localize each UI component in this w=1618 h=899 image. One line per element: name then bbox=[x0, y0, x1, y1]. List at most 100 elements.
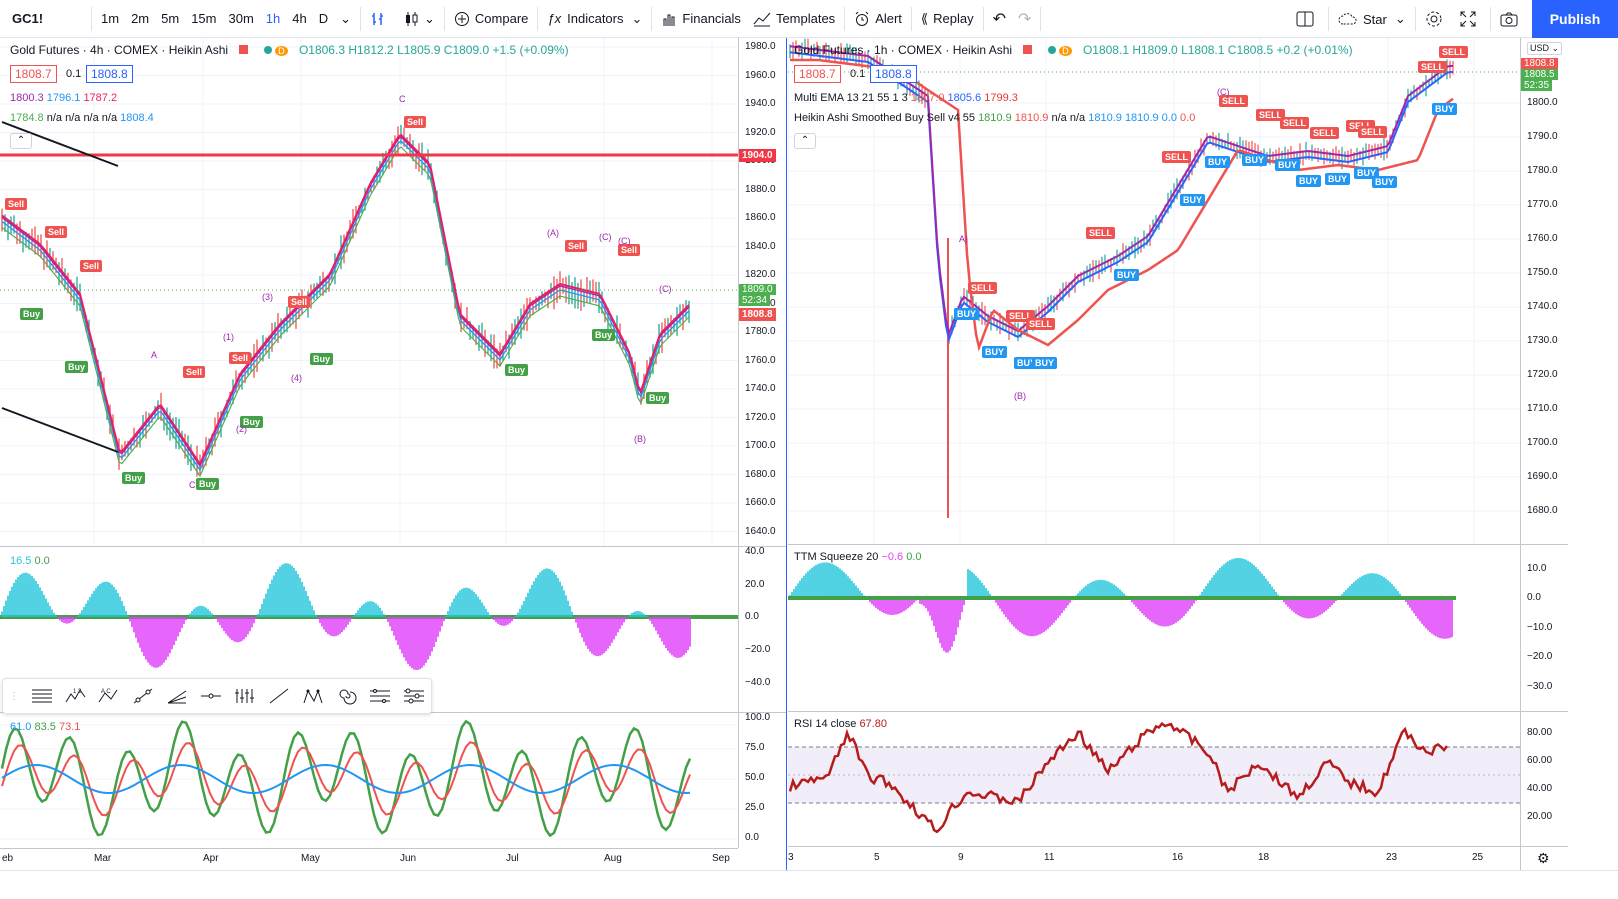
left-chart-main-pane[interactable]: Gold Futures · 4h · COMEX · Heikin Ashi … bbox=[0, 38, 738, 546]
right-rsi-pane[interactable]: RSI 14 close 67.80 bbox=[788, 712, 1520, 846]
currency-button[interactable]: USD ⌄ bbox=[1527, 42, 1563, 55]
time-tick-label: 18 bbox=[1258, 852, 1270, 863]
spiral-icon[interactable] bbox=[335, 687, 357, 705]
right-squeeze-pane[interactable]: TTM Squeeze 20 −0.6 0.0 bbox=[788, 545, 1520, 711]
replay-button[interactable]: ⟪ Replay bbox=[915, 0, 980, 38]
right-axis-corner: ⚙ bbox=[1520, 846, 1568, 870]
ray-fan-icon[interactable] bbox=[166, 687, 188, 705]
undo-button[interactable]: ↶ bbox=[987, 0, 1012, 38]
toolbar-separator bbox=[1328, 7, 1329, 31]
bar-style-button[interactable] bbox=[364, 0, 397, 38]
toolbar-separator bbox=[537, 6, 539, 31]
interval-1h[interactable]: 1h bbox=[265, 11, 281, 26]
drag-handle-icon[interactable]: ⋮ bbox=[8, 690, 19, 702]
right-time-axis[interactable]: 3 5 9 11 16 18 23 25 bbox=[788, 846, 1520, 870]
symbol-search[interactable]: GC1! bbox=[12, 11, 44, 26]
right-ask-box[interactable]: 1808.8 bbox=[870, 65, 917, 83]
fib-retracement-icon[interactable] bbox=[31, 687, 53, 705]
stoch-value1: 61.0 bbox=[10, 721, 32, 733]
alert-label: Alert bbox=[875, 11, 902, 26]
left-ask-box[interactable]: 1808.8 bbox=[86, 65, 133, 83]
buy-signal-tag: Buy bbox=[65, 361, 89, 373]
settings-button[interactable] bbox=[1419, 0, 1454, 38]
abc-pattern-icon[interactable]: A C bbox=[98, 687, 120, 705]
ask-price-label: 1808.8 bbox=[739, 308, 776, 321]
ha-name: Heikin Ashi Smoothed Buy Sell v4 55 bbox=[794, 112, 975, 124]
redo-icon: ↷ bbox=[1018, 10, 1032, 28]
collapse-legend-button[interactable]: ⌃ bbox=[794, 133, 816, 149]
alert-button[interactable]: Alert bbox=[848, 0, 908, 38]
interval-5m[interactable]: 5m bbox=[161, 11, 180, 26]
pane-divider[interactable] bbox=[788, 711, 1568, 712]
trend-line-icon[interactable] bbox=[132, 687, 154, 705]
pane-divider[interactable] bbox=[788, 544, 1568, 545]
right-squeeze-axis[interactable]: 10.0 0.0 −10.0 −20.0 −30.0 bbox=[1520, 545, 1568, 711]
stoch-value3: 73.1 bbox=[58, 721, 81, 733]
axis-tick-label: 25.0 bbox=[745, 802, 765, 813]
right-price-axis[interactable]: USD ⌄ 1800.0 1790.0 1780.0 1770.0 1760.0 1750… bbox=[1520, 38, 1568, 544]
right-bid-box[interactable]: 1808.7 bbox=[794, 65, 841, 83]
axis-tick-label: 1640.0 bbox=[745, 525, 776, 537]
left-time-axis[interactable]: eb Mar Apr May Jun Jul Aug Sep bbox=[0, 848, 738, 870]
interval-1m[interactable]: 1m bbox=[101, 11, 120, 26]
right-chart-main-pane[interactable]: Gold Futures · 1h · COMEX · Heikin Ashi … bbox=[788, 38, 1520, 544]
redo-button[interactable]: ↷ bbox=[1012, 0, 1037, 38]
toolbar-separator bbox=[360, 6, 362, 31]
gear-icon[interactable]: ⚙ bbox=[1537, 850, 1550, 866]
interval-d[interactable]: D bbox=[318, 11, 329, 26]
left-oscillator-pane[interactable]: 16.5 0.0 bbox=[0, 547, 738, 712]
right-spread: 0.1 bbox=[850, 68, 866, 80]
squeeze-value2: 0.0 bbox=[906, 551, 922, 563]
fullscreen-button[interactable] bbox=[1454, 0, 1487, 38]
ha-value: 1810.9 bbox=[1014, 112, 1049, 124]
snapshot-button[interactable] bbox=[1494, 0, 1529, 38]
projection-icon[interactable] bbox=[369, 687, 391, 705]
layout-button[interactable] bbox=[1290, 0, 1325, 38]
candles-button[interactable]: ⌄ bbox=[397, 0, 441, 38]
left-osc-axis[interactable]: 40.0 20.0 0.0 −20.0 −40.0 bbox=[738, 547, 786, 712]
right-rsi-axis[interactable]: 80.00 60.00 40.00 20.00 bbox=[1520, 712, 1568, 846]
axis-tick-label: 1820.0 bbox=[745, 269, 776, 280]
left-stoch-axis[interactable]: 100.0 75.0 50.0 25.0 0.0 bbox=[738, 713, 786, 848]
last-price-label: 1809.0 bbox=[739, 284, 776, 295]
left-stoch-pane[interactable]: 61.0 83.5 73.1 bbox=[0, 713, 738, 848]
line-tool-icon[interactable] bbox=[268, 687, 290, 705]
axis-tick-label: 1960.0 bbox=[745, 69, 776, 81]
ohlc-low: L1805.9 bbox=[397, 43, 441, 57]
bars-pattern-icon[interactable] bbox=[234, 687, 256, 705]
right-rsi-legend: RSI 14 close 67.80 bbox=[794, 718, 887, 730]
elliott-wave-icon[interactable]: 1 3 bbox=[65, 687, 87, 705]
templates-button[interactable]: Templates bbox=[747, 0, 841, 38]
star-button[interactable]: Star ⌄ bbox=[1332, 0, 1412, 38]
buy-signal-tag: BUY bbox=[1242, 154, 1268, 166]
left-bid-box[interactable]: 1808.7 bbox=[10, 65, 57, 83]
interval-4h[interactable]: 4h bbox=[292, 11, 307, 26]
settings-lines-icon[interactable] bbox=[403, 687, 425, 705]
axis-tick-label: 1760.0 bbox=[1527, 233, 1558, 244]
ema-value2: 1805.6 bbox=[947, 92, 982, 104]
left-indicator2-legend: 1784.8 n/a n/a n/a n/a 1808.4 bbox=[10, 112, 154, 124]
publish-button[interactable]: Publish bbox=[1532, 0, 1618, 38]
interval-dropdown[interactable]: ⌄ bbox=[334, 0, 357, 38]
sell-signal-tag: SELL bbox=[1439, 46, 1469, 58]
axis-tick-label: 20.0 bbox=[745, 578, 765, 590]
interval-15m[interactable]: 15m bbox=[191, 11, 217, 26]
interval-2m[interactable]: 2m bbox=[131, 11, 150, 26]
elliott-wave-label: (C) bbox=[618, 236, 631, 246]
svg-text:1 3: 1 3 bbox=[73, 689, 82, 695]
compare-button[interactable]: Compare bbox=[448, 0, 534, 38]
fullscreen-icon bbox=[1460, 11, 1476, 27]
interval-30m[interactable]: 30m bbox=[228, 11, 254, 26]
chevron-down-icon: ⌄ bbox=[424, 10, 435, 26]
left-price-axis[interactable]: 1980.01960.01940.01920.01900.01880.01860… bbox=[738, 38, 786, 546]
indicators-button[interactable]: ƒx Indicators ⌄ bbox=[541, 0, 648, 38]
horizontal-line-icon[interactable] bbox=[200, 687, 222, 705]
right-margin-strip bbox=[1568, 38, 1618, 870]
chart-split-divider[interactable] bbox=[786, 38, 787, 870]
left-oscillator-plot bbox=[0, 563, 738, 671]
xabcd-pattern-icon[interactable] bbox=[302, 687, 324, 705]
pane-divider[interactable] bbox=[0, 546, 786, 547]
financials-button[interactable]: Financials bbox=[655, 0, 747, 38]
collapse-legend-button[interactable]: ⌃ bbox=[10, 133, 32, 149]
ema-mid-line bbox=[1, 136, 690, 468]
